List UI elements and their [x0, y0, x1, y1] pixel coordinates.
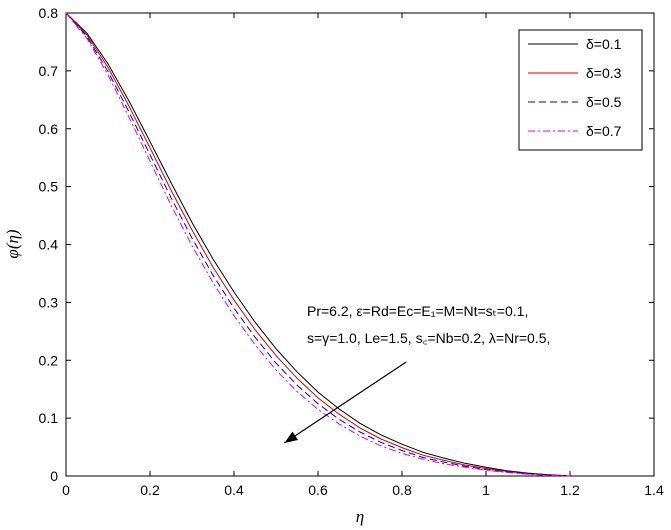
- legend-box: [518, 29, 643, 151]
- annotation-arrow-shaft: [284, 361, 407, 444]
- series-line-1: [65, 12, 571, 477]
- annotation-line-1: Pr=6.2, ε=Rd=Ec=E₁=M=Nt=sₜ=0.1,: [307, 303, 528, 319]
- annotation-arrow-head: [284, 431, 298, 444]
- axis-ticks: 0 0.2 0.4 0.6 0.8 1 1.2 1.4 0 0.1 0.2 0.3 0.4 0.5 0.6 0…: [39, 5, 664, 498]
- y-axis-label: φ(η): [3, 229, 22, 258]
- y-tick-label: 0.3: [39, 294, 59, 310]
- y-tick-label: 0.2: [39, 352, 59, 368]
- legend-label-4: δ=0.7: [586, 123, 622, 139]
- x-axis-label: η: [356, 507, 364, 526]
- y-tick-label: 0.1: [39, 410, 59, 426]
- x-tick-label: 0.6: [308, 482, 328, 498]
- x-tick-label: 0: [62, 482, 70, 498]
- annotation: Pr=6.2, ε=Rd=Ec=E₁=M=Nt=sₜ=0.1, s=γ=1.0,…: [284, 303, 550, 444]
- x-tick-label: 1: [482, 482, 490, 498]
- legend-label-1: δ=0.1: [586, 36, 622, 52]
- y-tick-label: 0.5: [39, 179, 59, 195]
- series-line-4: [65, 12, 571, 477]
- y-tick-label: 0: [50, 468, 58, 484]
- legend: δ=0.1 δ=0.3 δ=0.5 δ=0.7: [518, 29, 643, 151]
- series-line-3: [65, 12, 571, 477]
- x-tick-label: 1.4: [644, 482, 664, 498]
- x-tick-label: 1.2: [560, 482, 580, 498]
- x-tick-label: 0.8: [392, 482, 412, 498]
- legend-label-3: δ=0.5: [586, 94, 622, 110]
- annotation-line-2: s=γ=1.0, Le=1.5, s꜀=Nb=0.2, λ=Nr=0.5,: [307, 330, 550, 346]
- legend-label-2: δ=0.3: [586, 65, 622, 81]
- y-tick-label: 0.4: [39, 237, 59, 253]
- series-lines: [65, 12, 571, 477]
- y-tick-label: 0.6: [39, 121, 59, 137]
- x-tick-label: 0.4: [224, 482, 244, 498]
- series-line-2: [65, 12, 571, 477]
- y-tick-label: 0.7: [39, 63, 59, 79]
- x-tick-label: 0.2: [140, 482, 160, 498]
- y-tick-label: 0.8: [39, 5, 59, 21]
